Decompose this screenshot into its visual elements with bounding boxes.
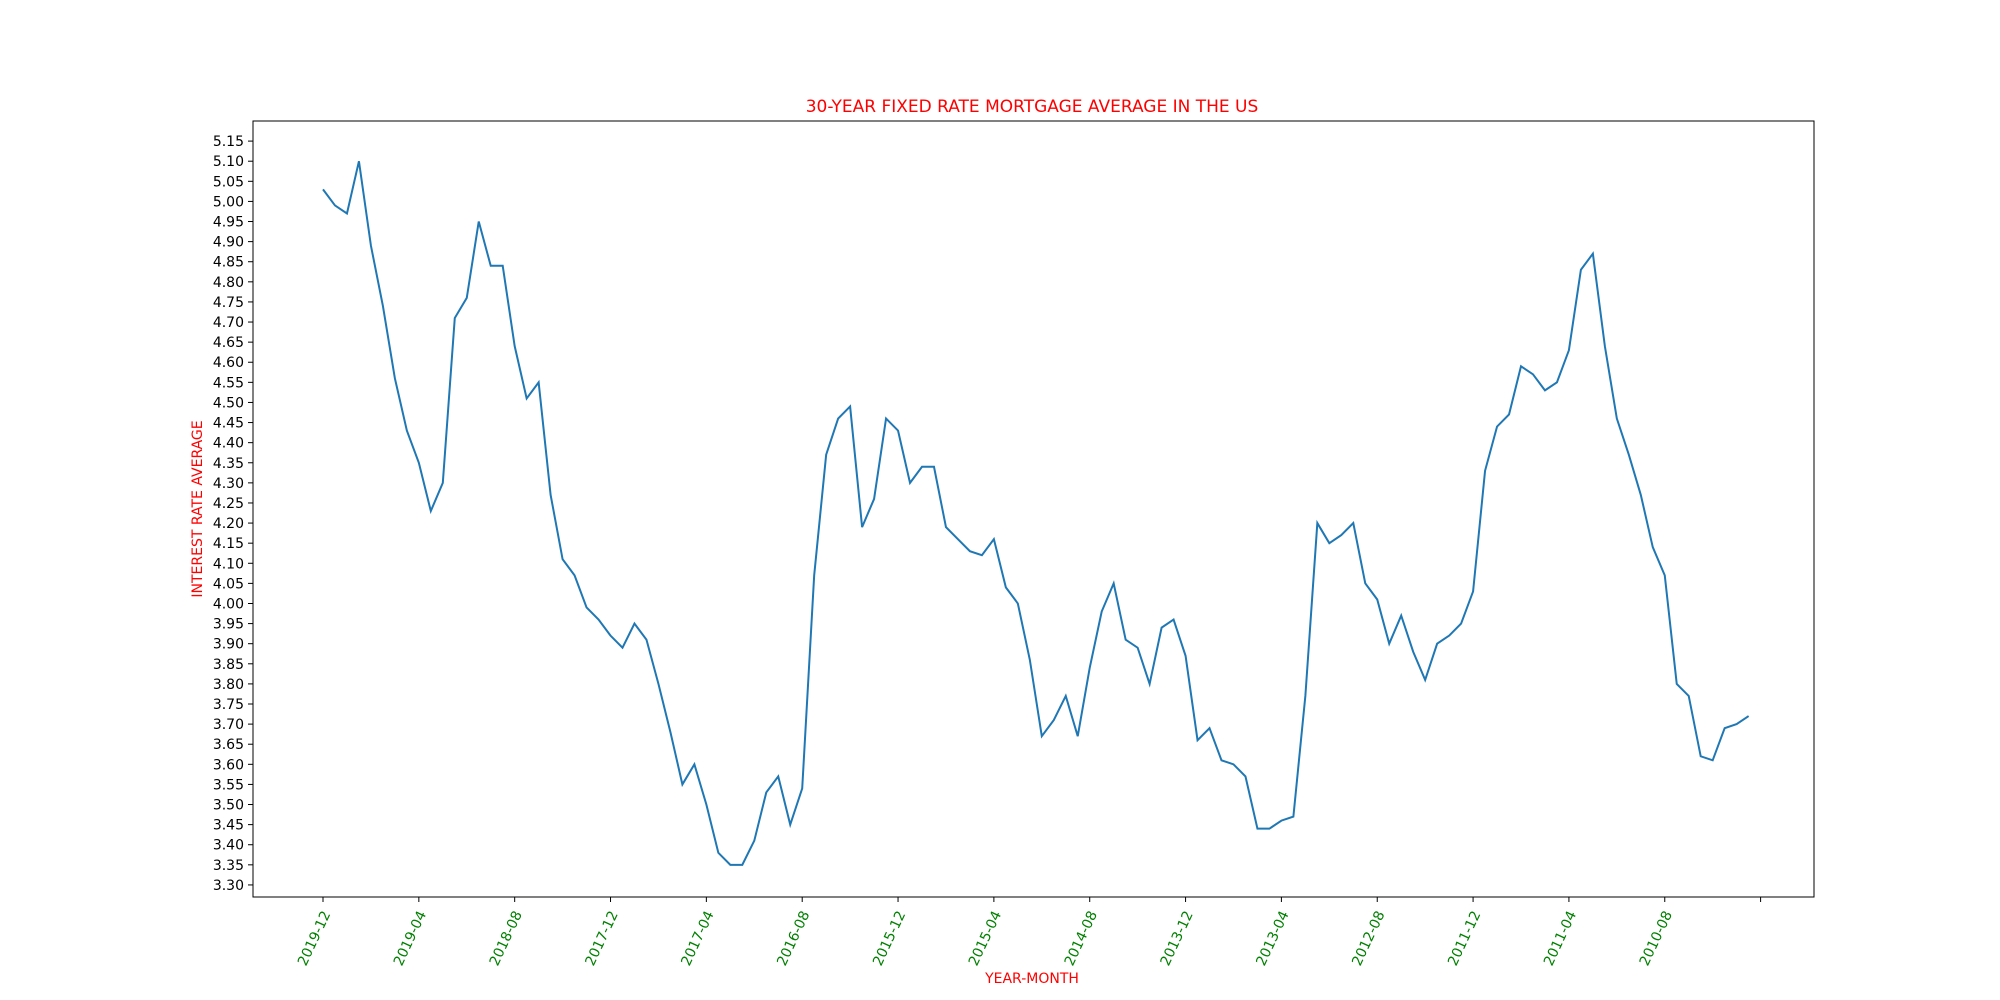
y-tick-label: 4.90 bbox=[213, 235, 244, 251]
y-tick-label: 3.90 bbox=[213, 637, 244, 653]
x-tick-label: 2015-12 bbox=[870, 909, 909, 969]
x-tick-label: 2015-04 bbox=[966, 909, 1005, 969]
y-tick-label: 3.85 bbox=[213, 657, 244, 673]
y-tick-label: 4.55 bbox=[213, 375, 244, 391]
x-axis-ticks: 2019-12 2019-04 2018-08 2017-12 2017-04 2016-… bbox=[295, 897, 1762, 969]
y-tick-label: 4.10 bbox=[213, 556, 244, 572]
y-tick-label: 4.25 bbox=[213, 496, 244, 512]
y-tick-label: 3.65 bbox=[213, 737, 244, 753]
y-tick-label: 3.30 bbox=[213, 878, 244, 894]
y-tick-label: 4.60 bbox=[213, 355, 244, 371]
x-tick-label: 2018-08 bbox=[487, 909, 526, 969]
y-tick-label: 3.70 bbox=[213, 717, 244, 733]
x-tick-label: 2010-08 bbox=[1637, 909, 1676, 969]
y-tick-label: 5.10 bbox=[213, 154, 244, 170]
x-tick-label: 2017-12 bbox=[583, 909, 622, 969]
x-tick-label: 2017-04 bbox=[678, 909, 717, 969]
y-tick-label: 4.30 bbox=[213, 476, 244, 492]
y-tick-label: 3.35 bbox=[213, 858, 244, 874]
y-tick-label: 3.95 bbox=[213, 617, 244, 633]
y-tick-label: 5.15 bbox=[213, 134, 244, 150]
y-tick-label: 3.60 bbox=[213, 757, 244, 773]
y-tick-label: 4.05 bbox=[213, 576, 244, 592]
y-tick-label: 4.00 bbox=[213, 596, 244, 612]
x-tick-label: 2019-12 bbox=[295, 909, 334, 969]
x-tick-label: 2012-08 bbox=[1349, 909, 1388, 969]
x-tick-label: 2013-12 bbox=[1158, 909, 1197, 969]
y-tick-label: 3.75 bbox=[213, 697, 244, 713]
y-tick-label: 4.45 bbox=[213, 416, 244, 432]
y-tick-label: 4.35 bbox=[213, 456, 244, 472]
y-tick-label: 3.55 bbox=[213, 777, 244, 793]
x-tick-label: 2016-08 bbox=[774, 909, 813, 969]
x-tick-label: 2019-04 bbox=[391, 909, 430, 969]
y-tick-label: 4.40 bbox=[213, 436, 244, 452]
x-tick-label: 2011-04 bbox=[1541, 909, 1580, 969]
y-tick-label: 4.50 bbox=[213, 395, 244, 411]
series-line bbox=[322, 160, 1750, 866]
y-tick-label: 3.50 bbox=[213, 798, 244, 814]
y-tick-label: 4.20 bbox=[213, 516, 244, 532]
y-tick-label: 4.70 bbox=[213, 315, 244, 331]
y-tick-label: 4.80 bbox=[213, 275, 244, 291]
y-axis-ticks: 3.30 3.35 3.40 3.45 3.50 3.55 3.60 3.65 3.70 3.75… bbox=[213, 134, 253, 894]
y-tick-label: 3.45 bbox=[213, 818, 244, 834]
y-tick-label: 3.80 bbox=[213, 677, 244, 693]
y-tick-label: 4.75 bbox=[213, 295, 244, 311]
y-tick-label: 4.65 bbox=[213, 335, 244, 351]
x-axis-label: YEAR-MONTH bbox=[984, 971, 1079, 987]
x-tick-label: 2014-08 bbox=[1062, 909, 1101, 969]
y-axis-label: INTEREST RATE AVERAGE bbox=[190, 420, 206, 597]
y-tick-label: 4.85 bbox=[213, 255, 244, 271]
plot-frame bbox=[252, 120, 1815, 898]
y-tick-label: 3.40 bbox=[213, 838, 244, 854]
y-tick-label: 4.95 bbox=[213, 215, 244, 231]
x-tick-label: 2013-04 bbox=[1253, 909, 1292, 969]
x-tick-label: 2011-12 bbox=[1445, 909, 1484, 969]
chart-title: 30-YEAR FIXED RATE MORTGAGE AVERAGE IN T… bbox=[806, 97, 1259, 117]
y-tick-label: 4.15 bbox=[213, 536, 244, 552]
y-tick-label: 5.00 bbox=[213, 194, 244, 210]
y-tick-label: 5.05 bbox=[213, 174, 244, 190]
